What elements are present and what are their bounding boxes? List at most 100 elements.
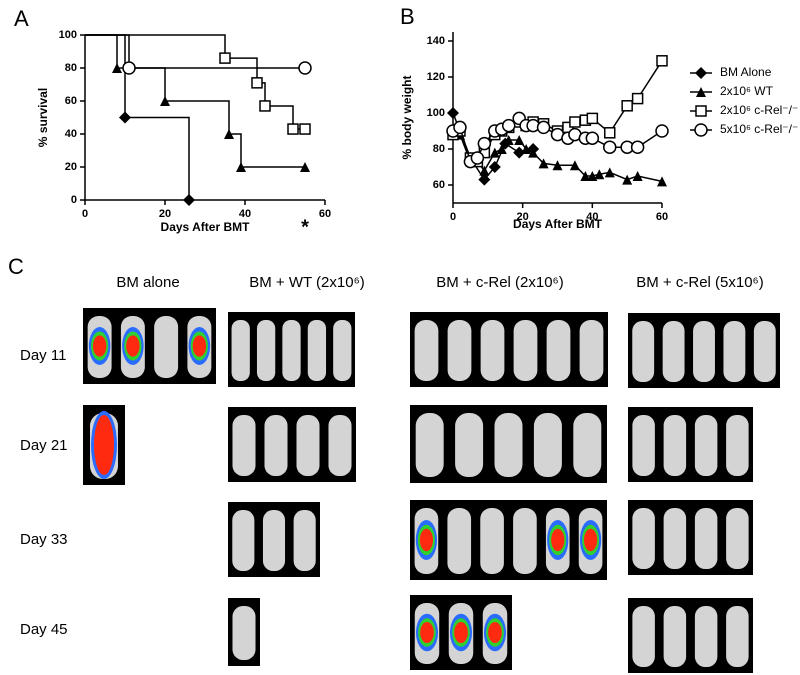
marker [236,162,246,172]
mouse [480,508,504,574]
marker [259,100,271,112]
x-tick-label: 20 [517,211,529,223]
row-label: Day 11 [20,347,66,364]
mouse [723,321,746,382]
legend-marker [695,105,707,117]
column-header: BM + c-Rel (2x10⁶) [436,274,563,291]
x-tick-label: 60 [656,211,668,223]
mouse [693,321,715,382]
y-tick-label: 100 [427,107,445,119]
mouse [663,606,687,667]
marker [632,171,643,181]
marker [603,140,617,154]
mouse [282,320,301,381]
signal [419,528,434,552]
mouse [513,320,538,381]
mouse [494,413,523,477]
mouse [447,508,472,574]
marker [657,176,667,187]
mouse [694,606,718,667]
column-header: BM alone [116,274,179,291]
mouse [663,508,687,569]
mouse [573,413,602,477]
marker [298,61,312,75]
signal [126,335,140,357]
marker [552,160,563,171]
mouse [447,320,472,381]
series-line [85,34,305,168]
signal [92,335,107,357]
mouse [480,320,505,381]
row-label: Day 21 [20,437,68,454]
legend-marker [696,87,706,97]
marker [538,158,549,169]
mouse [232,606,256,660]
mouse [231,320,250,381]
mouse [579,320,604,381]
mouse [264,415,288,476]
panel-label: B [400,4,415,29]
marker [299,123,311,135]
row-label: Day 33 [20,531,68,548]
mouse [726,508,749,569]
mouse [296,415,320,476]
marker [656,55,668,67]
y-axis-title: % body weight [400,75,414,159]
mouse [662,321,685,382]
marker [536,120,551,135]
marker [478,173,491,186]
series-line [85,34,190,200]
marker [631,92,644,105]
mouse [293,510,316,571]
marker [287,123,299,135]
y-axis-title: % survival [36,88,50,147]
y-tick-label: 80 [433,143,445,155]
marker [585,131,600,145]
marker [489,147,500,158]
marker [219,52,231,64]
marker [503,135,514,145]
signal [583,528,598,552]
mouse [455,413,484,477]
marker [586,112,599,125]
x-tick-label: 0 [82,208,88,220]
marker [521,144,532,154]
marker [655,124,669,138]
mouse [753,321,776,382]
marker [470,151,485,165]
x-axis-title: Days After BMT [161,220,251,234]
signal [551,528,565,552]
marker [183,194,195,206]
mouse [694,508,718,569]
marker [604,127,616,139]
mouse [232,415,256,476]
marker [453,120,467,135]
marker [630,140,645,154]
annotation: * [301,216,309,238]
marker [569,116,581,128]
column-header: BM + c-Rel (5x10⁶) [636,274,763,291]
y-tick-label: 40 [65,128,77,140]
panel-label: C [8,254,24,279]
signal [94,415,114,475]
marker [594,169,605,180]
image-panel [410,500,607,580]
mouse [232,510,255,571]
legend-marker [695,67,707,79]
y-tick-label: 100 [59,29,77,41]
legend-marker [694,123,708,137]
mouse [546,320,571,381]
mouse [726,415,749,476]
mouse [694,415,718,476]
mouse [513,508,537,574]
y-tick-label: 80 [65,62,77,74]
mouse [533,413,562,477]
marker [528,147,539,158]
marker [300,162,310,172]
marker [447,107,459,119]
mouse [663,415,687,476]
mouse [154,316,179,378]
y-tick-label: 60 [433,179,445,191]
marker [122,61,136,75]
